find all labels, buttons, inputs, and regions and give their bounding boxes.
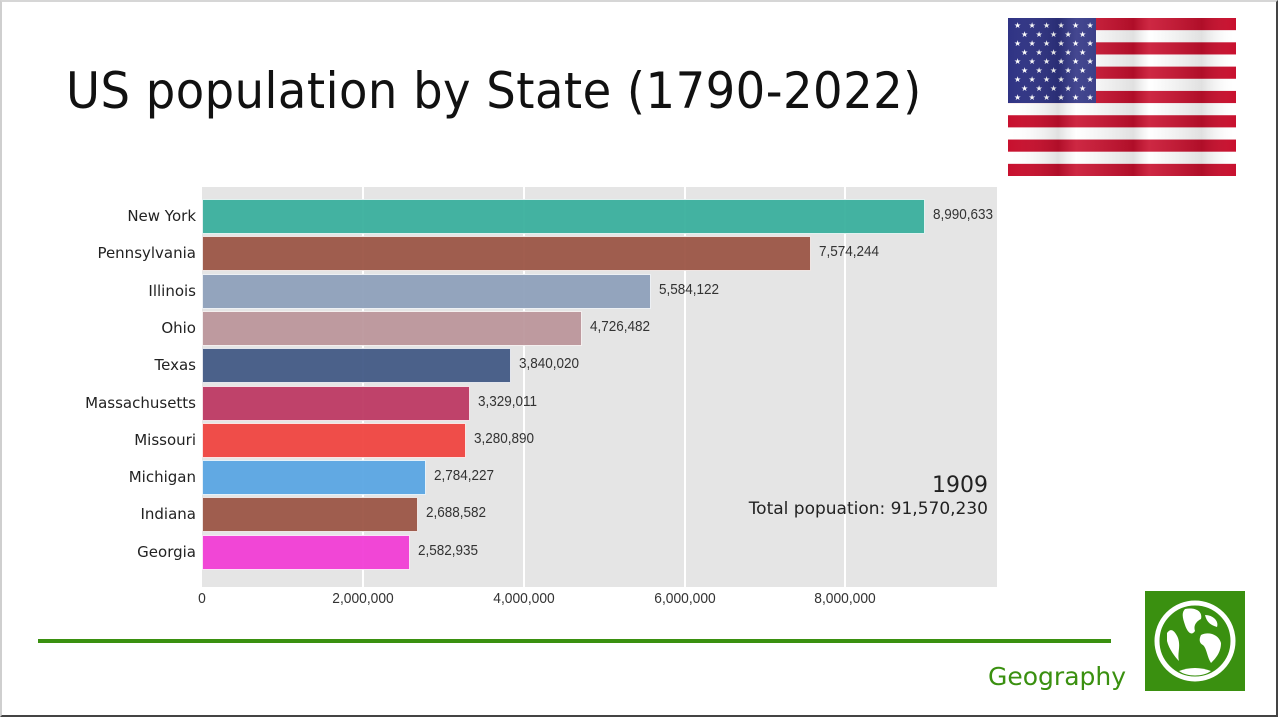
bar-pennsylvania <box>202 236 812 272</box>
bar-texas <box>202 348 511 384</box>
footer-divider <box>38 639 1111 643</box>
category-label: Illinois <box>148 281 196 300</box>
x-tick-label: 2,000,000 <box>332 590 394 607</box>
bar-new-york <box>202 199 925 234</box>
bar-ohio <box>202 310 583 346</box>
x-tick-label: 4,000,000 <box>492 590 555 607</box>
total-population-annotation: Total popuation: 91,570,230 <box>748 499 988 519</box>
category-label: New York <box>127 207 196 225</box>
bar-indiana <box>202 497 419 533</box>
bar-michigan <box>202 460 426 496</box>
value-label: 2,582,935 <box>417 541 478 559</box>
value-label: 2,784,227 <box>433 467 494 485</box>
brand-label: Geography <box>988 662 1127 691</box>
value-label: 3,280,890 <box>473 429 534 447</box>
gridline <box>683 187 686 587</box>
category-label: Michigan <box>128 468 196 487</box>
value-label: 8,990,633 <box>933 206 994 223</box>
bar-massachusetts <box>202 385 470 421</box>
page-title: US population by State (1790-2022) <box>66 62 922 120</box>
category-label: Georgia <box>137 542 196 561</box>
bar-missouri <box>202 422 466 458</box>
value-label: 4,726,482 <box>590 317 651 335</box>
x-tick-label: 8,000,000 <box>814 590 877 607</box>
bar-georgia <box>202 534 410 570</box>
value-label: 3,840,020 <box>518 355 579 373</box>
value-label: 7,574,244 <box>819 243 880 261</box>
x-tick-label: 6,000,000 <box>653 590 716 607</box>
gridline <box>522 187 525 587</box>
globe-icon <box>1145 591 1245 691</box>
year-annotation: 1909 <box>932 473 988 498</box>
bar-illinois <box>202 273 652 309</box>
category-label: Pennsylvania <box>97 244 196 263</box>
category-label: Ohio <box>161 318 196 337</box>
gridline <box>844 187 847 587</box>
value-label: 5,584,122 <box>659 280 720 298</box>
category-label: Indiana <box>140 505 196 524</box>
category-label: Missouri <box>134 430 196 449</box>
category-label: Texas <box>154 356 196 375</box>
value-label: 3,329,011 <box>477 392 537 410</box>
category-label: Massachusetts <box>85 393 196 412</box>
x-tick-label: 0 <box>198 590 206 607</box>
value-label: 2,688,582 <box>426 504 487 522</box>
us-flag-icon: ★★★★★★★★★★★★★★★★★★★★★★★★★★★★★★★★★★★★★★★★… <box>1008 18 1236 176</box>
